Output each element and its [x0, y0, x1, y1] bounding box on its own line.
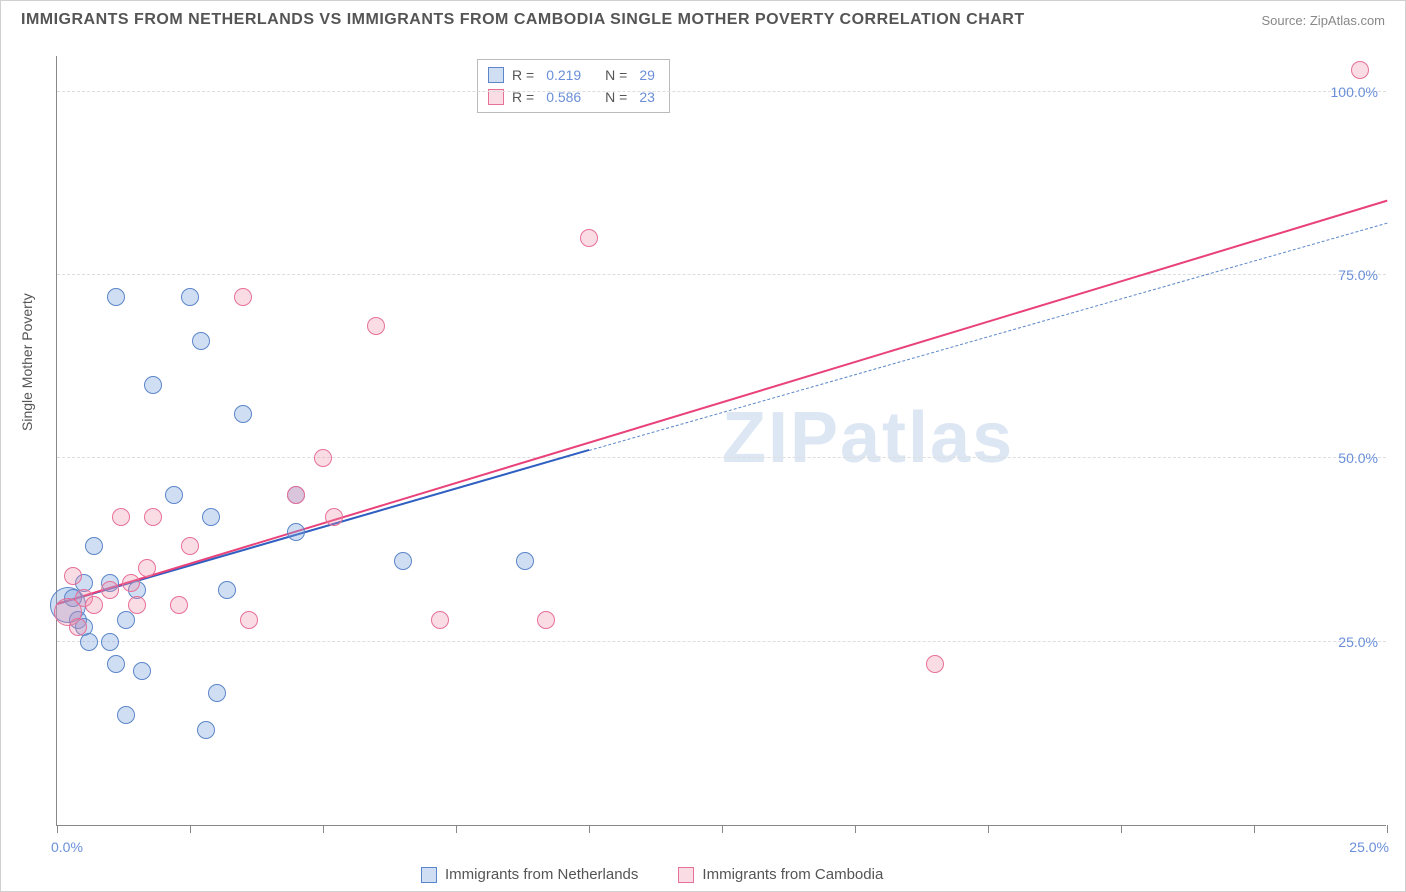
r-value-netherlands: 0.219: [546, 64, 581, 86]
data-point-cambodia: [138, 559, 156, 577]
data-point-netherlands: [144, 376, 162, 394]
r-label: R =: [512, 86, 534, 108]
data-point-cambodia: [170, 596, 188, 614]
data-point-netherlands: [181, 288, 199, 306]
watermark: ZIPatlas: [722, 397, 1014, 479]
data-point-cambodia: [580, 229, 598, 247]
x-tick: [988, 825, 989, 833]
stats-legend-box: R = 0.219 N = 29 R = 0.586 N = 23: [477, 59, 670, 113]
n-value-netherlands: 29: [639, 64, 655, 86]
data-point-netherlands: [208, 684, 226, 702]
data-point-cambodia: [112, 508, 130, 526]
x-tick: [323, 825, 324, 833]
y-tick-label: 25.0%: [1338, 634, 1378, 650]
legend-item-cambodia: Immigrants from Cambodia: [678, 866, 883, 883]
r-label: R =: [512, 64, 534, 86]
data-point-cambodia: [181, 537, 199, 555]
data-point-netherlands: [202, 508, 220, 526]
data-point-netherlands: [107, 288, 125, 306]
data-point-cambodia: [64, 567, 82, 585]
swatch-cambodia-icon: [678, 867, 694, 883]
data-point-netherlands: [117, 706, 135, 724]
x-tick: [456, 825, 457, 833]
data-point-cambodia: [234, 288, 252, 306]
data-point-cambodia: [537, 611, 555, 629]
data-point-cambodia: [287, 486, 305, 504]
data-point-cambodia: [431, 611, 449, 629]
data-point-netherlands: [165, 486, 183, 504]
data-point-netherlands: [85, 537, 103, 555]
n-label: N =: [605, 86, 627, 108]
data-point-cambodia: [128, 596, 146, 614]
gridline: [57, 457, 1386, 458]
x-tick-max: 25.0%: [1349, 839, 1389, 855]
data-point-cambodia: [85, 596, 103, 614]
x-tick: [57, 825, 58, 833]
data-point-netherlands: [197, 721, 215, 739]
data-point-cambodia: [144, 508, 162, 526]
data-point-cambodia: [69, 618, 87, 636]
data-point-cambodia: [926, 655, 944, 673]
x-tick: [722, 825, 723, 833]
data-point-netherlands: [192, 332, 210, 350]
y-tick-label: 75.0%: [1338, 267, 1378, 283]
n-label: N =: [605, 64, 627, 86]
legend-item-netherlands: Immigrants from Netherlands: [421, 866, 638, 883]
data-point-netherlands: [80, 633, 98, 651]
data-point-cambodia: [240, 611, 258, 629]
x-tick: [855, 825, 856, 833]
chart-title: IMMIGRANTS FROM NETHERLANDS VS IMMIGRANT…: [21, 11, 1025, 29]
data-point-cambodia: [325, 508, 343, 526]
gridline: [57, 274, 1386, 275]
data-point-netherlands: [394, 552, 412, 570]
x-tick: [1254, 825, 1255, 833]
legend-label-cambodia: Immigrants from Cambodia: [702, 866, 883, 883]
bottom-legend: Immigrants from Netherlands Immigrants f…: [421, 866, 883, 883]
data-point-cambodia: [101, 581, 119, 599]
x-tick-min: 0.0%: [51, 839, 83, 855]
data-point-netherlands: [287, 523, 305, 541]
data-point-netherlands: [516, 552, 534, 570]
r-value-cambodia: 0.586: [546, 86, 581, 108]
plot-area: R = 0.219 N = 29 R = 0.586 N = 23 ZIPatl…: [56, 56, 1386, 826]
data-point-cambodia: [367, 317, 385, 335]
x-tick: [190, 825, 191, 833]
data-point-netherlands: [218, 581, 236, 599]
trend-line: [57, 200, 1388, 605]
data-point-netherlands: [133, 662, 151, 680]
swatch-netherlands-icon: [421, 867, 437, 883]
source-credit: Source: ZipAtlas.com: [1261, 13, 1385, 28]
y-tick-label: 100.0%: [1331, 84, 1378, 100]
data-point-cambodia: [122, 574, 140, 592]
n-value-cambodia: 23: [639, 86, 655, 108]
gridline: [57, 641, 1386, 642]
data-point-cambodia: [314, 449, 332, 467]
chart-container: IMMIGRANTS FROM NETHERLANDS VS IMMIGRANT…: [0, 0, 1406, 892]
data-point-netherlands: [107, 655, 125, 673]
y-tick-label: 50.0%: [1338, 450, 1378, 466]
data-point-cambodia: [1351, 61, 1369, 79]
data-point-netherlands: [117, 611, 135, 629]
trend-line: [589, 223, 1387, 451]
x-tick: [589, 825, 590, 833]
data-point-netherlands: [234, 405, 252, 423]
legend-label-netherlands: Immigrants from Netherlands: [445, 866, 638, 883]
stats-row-cambodia: R = 0.586 N = 23: [488, 86, 659, 108]
y-axis-label: Single Mother Poverty: [19, 293, 35, 431]
swatch-netherlands-icon: [488, 67, 504, 83]
gridline: [57, 91, 1386, 92]
data-point-netherlands: [101, 633, 119, 651]
x-tick: [1121, 825, 1122, 833]
x-tick: [1387, 825, 1388, 833]
stats-row-netherlands: R = 0.219 N = 29: [488, 64, 659, 86]
